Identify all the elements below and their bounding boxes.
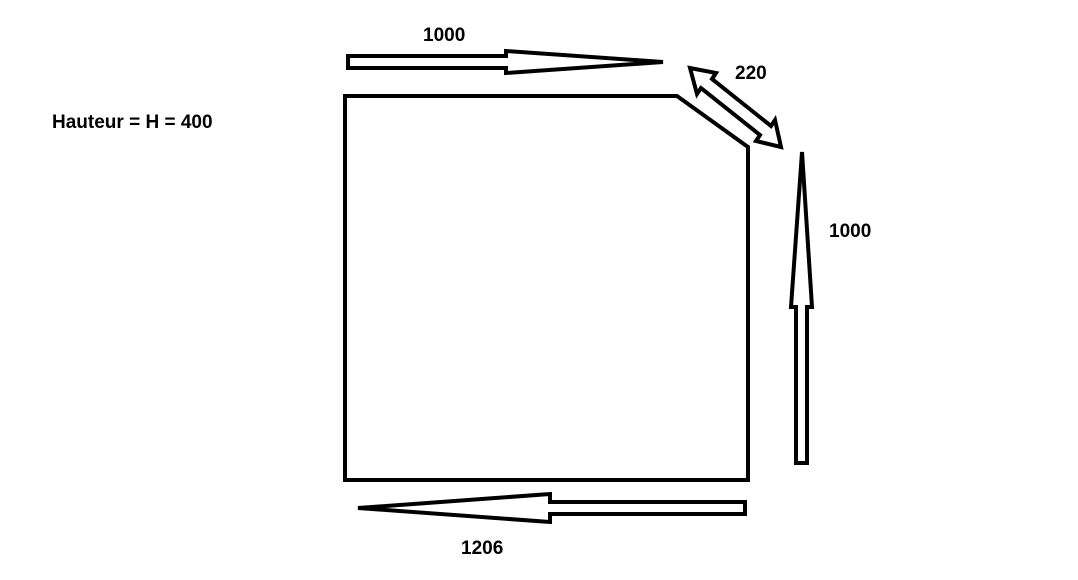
right-dimension-label: 1000 <box>829 221 871 242</box>
right-dimension-arrow <box>788 151 815 465</box>
top-dimension-label: 1000 <box>423 25 465 46</box>
diagonal-dimension-arrow <box>687 65 784 150</box>
bottom-dimension-arrow <box>357 491 747 525</box>
bottom-dimension-label: 1206 <box>461 538 503 559</box>
diagonal-dimension-label: 220 <box>735 63 767 84</box>
top-dimension-arrow <box>346 48 664 76</box>
height-label: Hauteur = H = 400 <box>52 112 213 133</box>
plate-outline <box>343 94 750 482</box>
